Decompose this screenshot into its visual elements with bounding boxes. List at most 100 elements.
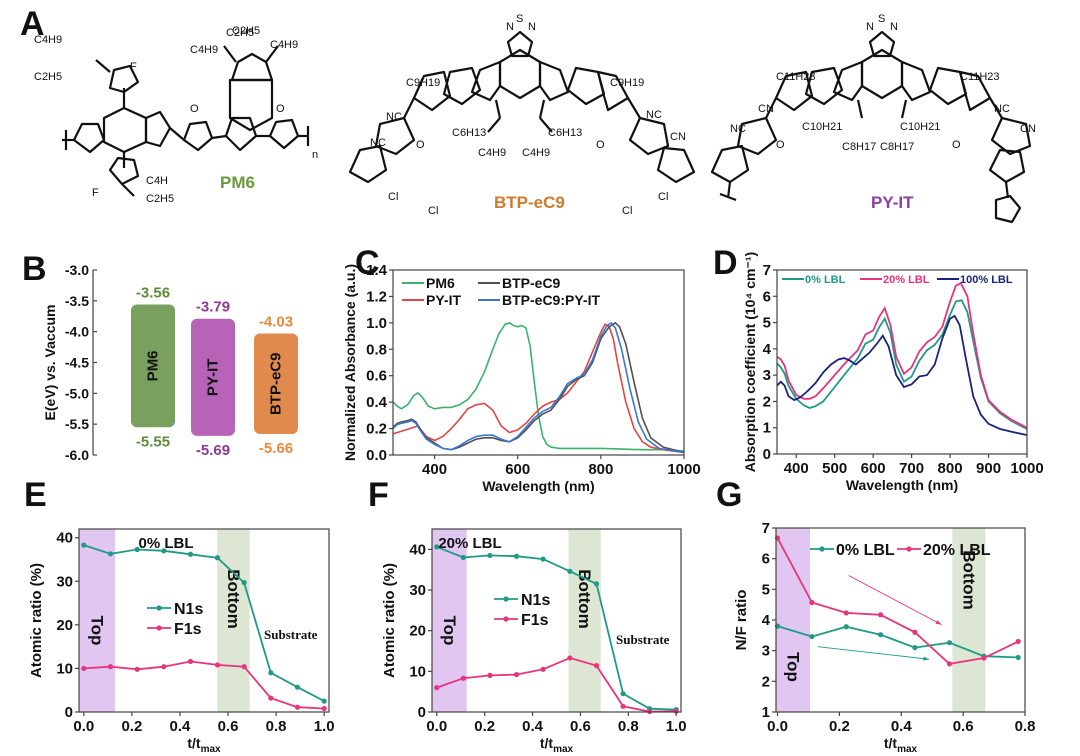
plot-frame (78, 528, 330, 713)
data-point-f1s (81, 665, 87, 672)
py-it-structure (710, 30, 1032, 224)
legend-marker (906, 546, 912, 552)
btp-atom-label: CN (670, 131, 686, 143)
y-axis-label: Atomic ratio (%) (28, 563, 45, 678)
data-point-f1s (134, 666, 140, 672)
y-tick-label: 0.6 (366, 368, 387, 385)
y-tick-label: 7 (762, 520, 770, 537)
x-tick-label: 600 (861, 460, 886, 477)
x-tick-label: 0.8 (266, 718, 287, 735)
data-point-n1s (620, 691, 626, 697)
data-point-f1s (107, 664, 114, 670)
y-tick-label: 30 (409, 582, 426, 599)
data-point-n1s (268, 670, 274, 676)
pm6-chain-label: C4H9 (190, 44, 218, 56)
btp-atom-label: Cl (388, 191, 398, 203)
pyit-chain-label: C11H23 (776, 71, 816, 83)
plot-frame (431, 528, 682, 713)
series-line-btp-ec9-py-it (392, 321, 685, 454)
x-tick-label: 700 (899, 460, 924, 477)
btp-ec9-name: BTP-eC9 (494, 193, 565, 212)
data-point-f1s (294, 704, 301, 710)
y-tick-label: 20 (56, 617, 73, 634)
energy-bar-label: BTP-eC9 (268, 353, 285, 416)
data-point-f1s (620, 703, 626, 709)
x-tick-label: 900 (976, 460, 1001, 477)
y-tick-label: 40 (409, 541, 426, 558)
btp-chain-label: C4H9 (478, 147, 506, 159)
y-tick-label: -5.0 (65, 385, 89, 401)
y-tick-label: 1.4 (366, 262, 388, 279)
x-tick-label: 0.8 (618, 718, 639, 735)
y-tick-label: 2 (762, 673, 770, 690)
homo-value-label: -5.66 (259, 440, 293, 457)
series-line-100-lbl (776, 314, 1028, 436)
panel-label-g: G (716, 476, 743, 514)
region-top (79, 529, 116, 712)
data-point-f1s (214, 662, 221, 668)
legend-label: F1s (521, 612, 549, 629)
y-axis-label: Atomic ratio (%) (381, 563, 398, 678)
pyit-atom-label: CN (758, 103, 774, 115)
region-label-top: Top (88, 616, 107, 646)
legend-marker (503, 616, 509, 622)
y-tick-label: 1.2 (366, 288, 387, 305)
pm6-chain-label: C2H5 (226, 27, 254, 39)
energy-bar-label: PM6 (145, 350, 162, 381)
pm6-atom-label: F (130, 61, 137, 73)
panel-label-a: A (20, 5, 45, 43)
legend-label: 100% LBL (960, 274, 1013, 286)
x-tick-label: 500 (822, 460, 847, 477)
trend-arrow (817, 646, 930, 660)
x-tick-label: 1.0 (314, 718, 335, 735)
x-tick-label: 0.4 (170, 718, 192, 735)
data-point-0-lbl (1015, 654, 1021, 661)
legend-label: N1s (174, 601, 203, 618)
energy-bar-label: PY-IT (205, 359, 222, 397)
region-label-top: Top (440, 616, 459, 646)
data-point-20-lbl (912, 629, 918, 635)
y-tick-label: 3 (763, 367, 771, 384)
data-point-n1s (321, 698, 327, 704)
x-axis-label: t/tmax (187, 735, 221, 755)
x-tick-label: 0.0 (73, 718, 94, 735)
btp-chain-label: C6H13 (548, 127, 582, 139)
btp-atom-label: Cl (622, 205, 632, 217)
legend-label: 0% LBL (805, 274, 846, 286)
data-point-f1s (487, 672, 493, 679)
btp-chain-label: C9H19 (406, 77, 440, 89)
y-tick-label: -6.0 (65, 447, 89, 463)
series-line-pm6 (392, 322, 685, 452)
data-point-n1s (81, 542, 87, 548)
data-point-f1s (187, 658, 194, 665)
data-point-n1s (513, 553, 520, 559)
trend-arrow (848, 575, 942, 625)
data-point-0-lbl (946, 640, 953, 646)
y-tick-label: 7 (763, 262, 771, 279)
y-axis-label: Normalized Absorbance (a.u.) (342, 264, 358, 461)
legend-label: PM6 (426, 275, 455, 291)
data-point-0-lbl (912, 645, 918, 651)
annotation-substrate: Substrate (616, 632, 670, 647)
x-tick-label: 0.6 (218, 718, 239, 735)
btp-chain-label: C6H13 (452, 127, 486, 139)
homo-value-label: -5.69 (196, 442, 230, 459)
y-axis-label: Absorption coefficient (10⁴ cm⁻¹) (742, 252, 758, 472)
x-tick-label: 0.0 (426, 718, 447, 735)
pyit-atom-label: O (952, 139, 961, 151)
y-tick-label: 20 (409, 623, 426, 640)
y-tick-label: 3 (762, 643, 770, 660)
py-it-name: PY-IT (871, 193, 914, 212)
homo-value-label: -5.55 (136, 433, 170, 450)
data-point-n1s (434, 544, 440, 550)
pm6-chain-label: C4H (146, 175, 168, 187)
pm6-chain-label: C4H9 (34, 34, 62, 46)
data-point-f1s (268, 695, 274, 701)
btp-chain-label: C9H19 (610, 77, 644, 89)
x-tick-label: 600 (505, 461, 530, 478)
pyit-chain-label: C8H17 (880, 141, 914, 153)
y-tick-label: 0.0 (366, 447, 387, 464)
data-point-n1s (241, 579, 247, 586)
pm6-atom-label: O (276, 103, 285, 115)
legend-marker (156, 625, 162, 631)
